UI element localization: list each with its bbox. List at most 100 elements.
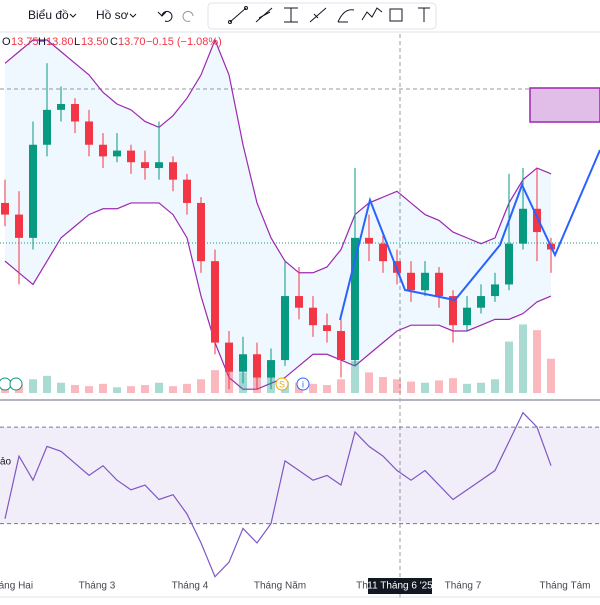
event-split-icon[interactable]: [275, 377, 289, 391]
volume-bar: [421, 382, 429, 393]
candle-body: [309, 307, 317, 326]
event-dividend[interactable]: [9, 377, 23, 391]
h-label: H: [38, 36, 46, 48]
volume-bar: [155, 382, 163, 393]
volume-bar: [547, 358, 555, 393]
volume-bar: [113, 387, 121, 393]
c-label: C: [110, 36, 118, 48]
undo-icon[interactable]: [157, 10, 173, 22]
candle-body: [43, 109, 51, 145]
rsi-pane: [0, 411, 600, 578]
o-label: O: [2, 36, 11, 48]
event-info[interactable]: i: [302, 379, 304, 389]
rsi-line: [4, 411, 552, 578]
crosshair-date: 11 Tháng 6 '25: [367, 581, 433, 592]
x-tick-label: Th: [356, 581, 368, 592]
volume-bar: [197, 379, 205, 393]
candle-body: [183, 179, 191, 203]
bollinger: [4, 38, 552, 390]
open: 13.75: [11, 36, 39, 48]
volume-bar: [477, 382, 485, 393]
volume-bar: [449, 378, 457, 393]
candle-body: [477, 296, 485, 308]
event-split[interactable]: S: [279, 379, 285, 389]
chart-menu[interactable]: Biểu đồ: [28, 8, 69, 22]
l-label: L: [74, 36, 80, 48]
candle-body: [127, 150, 135, 163]
volume-bar: [99, 383, 107, 393]
candle-body: [449, 296, 457, 326]
volume-bar: [169, 386, 177, 393]
chevron: [129, 13, 137, 18]
candle-body: [57, 104, 65, 110]
volume-bar: [323, 385, 331, 393]
volume-bar: [365, 372, 373, 393]
candle-body: [155, 162, 163, 169]
candle-body: [15, 214, 23, 238]
candle-body: [1, 202, 9, 215]
candle-body: [197, 202, 205, 262]
candle-body: [505, 243, 513, 285]
candle-body: [337, 330, 345, 361]
candle-body: [169, 162, 177, 180]
candle-body: [421, 272, 429, 291]
candle-body: [435, 272, 443, 297]
candle-body: [211, 261, 219, 343]
candle-body: [239, 354, 247, 372]
pattern-drawing[interactable]: [339, 149, 600, 321]
volume-bar: [533, 330, 541, 393]
x-tick-label: Tháng 3: [79, 581, 116, 592]
candle-body: [113, 150, 121, 157]
chevron: [69, 13, 77, 18]
volume-bar: [211, 370, 219, 393]
candle-body: [85, 121, 93, 145]
redo-icon[interactable]: [182, 10, 194, 22]
candle-body: [253, 354, 261, 378]
bollinger-fill: [5, 40, 551, 390]
event-dividend[interactable]: [0, 377, 12, 391]
rsi-band: [0, 427, 600, 524]
volume-bar: [141, 385, 149, 393]
candle-body: [323, 325, 331, 331]
drawing-tools[interactable]: [228, 6, 431, 24]
candle-body: [225, 342, 233, 372]
volume-bar: [393, 379, 401, 393]
low: 13.50: [81, 36, 109, 48]
x-tick-label: Tháng Năm: [254, 581, 306, 592]
volume-bar: [435, 380, 443, 393]
x-tick-label: Tháng Tám: [540, 581, 591, 592]
volume-bar: [519, 324, 527, 393]
candle-body: [365, 237, 373, 244]
volume-bar: [337, 379, 345, 393]
volume-bar: [505, 341, 513, 393]
volume-bar: [85, 386, 93, 393]
candle-body: [99, 144, 107, 157]
volume-bar: [127, 386, 135, 393]
volume-bar: [463, 383, 471, 393]
candle-body: [533, 208, 541, 233]
volume-bar: [351, 361, 359, 393]
candle-body: [519, 208, 527, 244]
volume-bar: [309, 383, 317, 393]
volume-bar: [57, 382, 65, 393]
x-tick-label: Tháng 4: [172, 581, 209, 592]
rectangle-drawing[interactable]: [529, 87, 600, 123]
candle-body: [463, 307, 471, 326]
profile-menu[interactable]: Hồ sơ: [96, 8, 129, 22]
rsi-label: ảo: [0, 457, 12, 468]
candle-body: [295, 296, 303, 308]
candle-body: [351, 237, 359, 361]
x-tick-label: Tháng Hai: [0, 581, 33, 592]
candle-body: [281, 296, 289, 361]
candle-body: [407, 272, 415, 291]
candle-body: [29, 144, 37, 238]
event-info-icon[interactable]: [296, 377, 310, 391]
volume-bar: [43, 375, 51, 393]
change: −0.15 (−1.08%): [146, 36, 222, 48]
crosshair-date-bg: [368, 578, 432, 594]
volume-bar: [29, 379, 37, 393]
volume-bar: [183, 383, 191, 393]
high: 13.80: [46, 36, 74, 48]
